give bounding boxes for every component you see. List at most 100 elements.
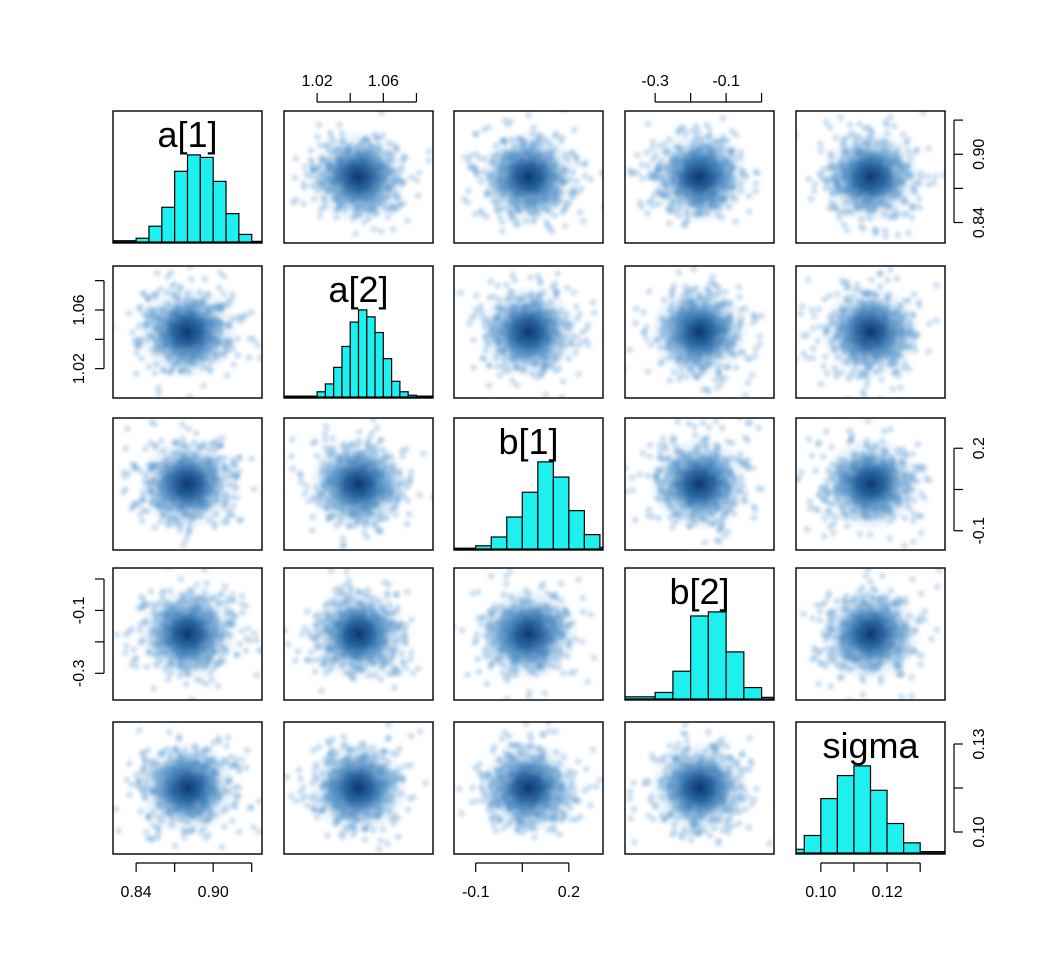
density-core [831,448,910,520]
panel-b[2]-b[2]: b[2] [624,567,775,701]
panel-frame [453,721,604,855]
density-core [148,752,227,824]
tick-label: 0.10 [971,816,988,847]
density-core [660,752,739,824]
panel-frame [283,721,434,855]
hist-bar [820,798,838,854]
panel-frame [283,417,434,551]
density-core [489,141,568,213]
density-core [489,752,568,824]
panel-a[1]-a[2] [283,110,434,244]
tick-label: 1.06 [368,73,399,90]
panel-sigma-b[1] [453,721,604,855]
hist-bar [333,366,343,398]
hist-bar [135,237,150,243]
panel-b[2]-a[2] [283,567,434,701]
hist-bar [366,316,376,398]
hist-bar [238,233,253,243]
panel-frame [624,567,775,701]
density-core [319,141,398,213]
panel-a[1]-a[1]: a[1] [112,110,263,244]
hist-bar [349,321,360,398]
tick-label: 1.02 [71,353,88,384]
panel-frame [795,265,946,399]
panel-frame [453,417,604,551]
tick-label: 0.12 [871,884,902,901]
panel-frame [112,265,263,399]
density-core [660,448,739,520]
hist-bar [869,789,888,854]
panel-b[1]-a[1] [112,417,263,551]
tick-label: 0.13 [971,728,988,759]
tick-label: 0.90 [198,884,229,901]
panel-a[2]-sigma [795,265,946,399]
hist-bar-tail [919,851,945,854]
tick-label: 0.2 [971,437,988,459]
hist-bar-tail [625,696,656,700]
hist-bar-tail [284,395,318,398]
right-axis-a[1]: 0.84 0.90 [953,119,988,238]
bottom-axis-b[1]: -0.1 0.2 [462,862,580,901]
hist-bar [654,691,674,700]
panel-frame [624,265,775,399]
density-core [148,598,227,670]
panel-frame [453,567,604,701]
hist-bar [537,461,554,550]
density-core [831,598,910,670]
panel-frame [795,567,946,701]
panel-title: b[1] [498,421,558,462]
panel-b[2]-sigma [795,567,946,701]
tick-label: 0.84 [971,207,988,238]
panel-frame [283,567,434,701]
panel-frame [283,110,434,244]
panel-b[1]-b[1]: b[1] [453,417,604,551]
panel-b[2]-b[1] [453,567,604,701]
density-core [831,296,910,368]
panel-frame [624,417,775,551]
panel-sigma-b[2] [624,721,775,855]
tick-label: -0.3 [641,73,669,90]
tick-label: 0.90 [971,139,988,170]
tick-label: 0.84 [121,884,152,901]
panel-a[2]-b[1] [453,265,604,399]
hist-bar [803,834,822,854]
tick-label: 0.10 [805,884,836,901]
panel-a[1]-sigma [795,110,946,244]
panel-frame [112,110,263,244]
panel-title: a[1] [157,114,217,155]
tick-label: 0.2 [558,884,580,901]
hist-bar [357,309,368,398]
density-core [831,141,910,213]
right-axis-b[1]: -0.1 0.2 [953,437,988,545]
panel-frame [112,417,263,551]
hist-bar [225,212,240,243]
density-core [319,448,398,520]
panel-frame [624,110,775,244]
tick-label: 1.06 [71,294,88,325]
tick-label: -0.1 [462,884,490,901]
left-axis-a[2]: 1.02 1.06 [71,280,105,384]
panel-b[1]-sigma [795,417,946,551]
hist-bar [391,380,401,398]
panel-frame [795,110,946,244]
tick-label: -0.3 [71,659,88,687]
panel-frame [453,110,604,244]
hist-bar [725,651,745,700]
panel-frame [283,265,434,399]
hist-bar [407,394,418,398]
panel-b[2]-a[1] [112,567,263,701]
density-core [660,296,739,368]
hist-bar [903,842,921,854]
panel-title: b[2] [669,571,729,612]
hist-bar [672,670,692,700]
hist-bar-tail [454,547,477,550]
panel-sigma-a[2] [283,721,434,855]
hist-bar [707,611,727,700]
hist-bar-tail [760,696,774,700]
hist-bar [506,516,523,550]
hist-bar-tail [113,240,137,243]
hist-bar [743,686,763,700]
panel-b[1]-a[2] [283,417,434,551]
panel-sigma-a[1] [112,721,263,855]
